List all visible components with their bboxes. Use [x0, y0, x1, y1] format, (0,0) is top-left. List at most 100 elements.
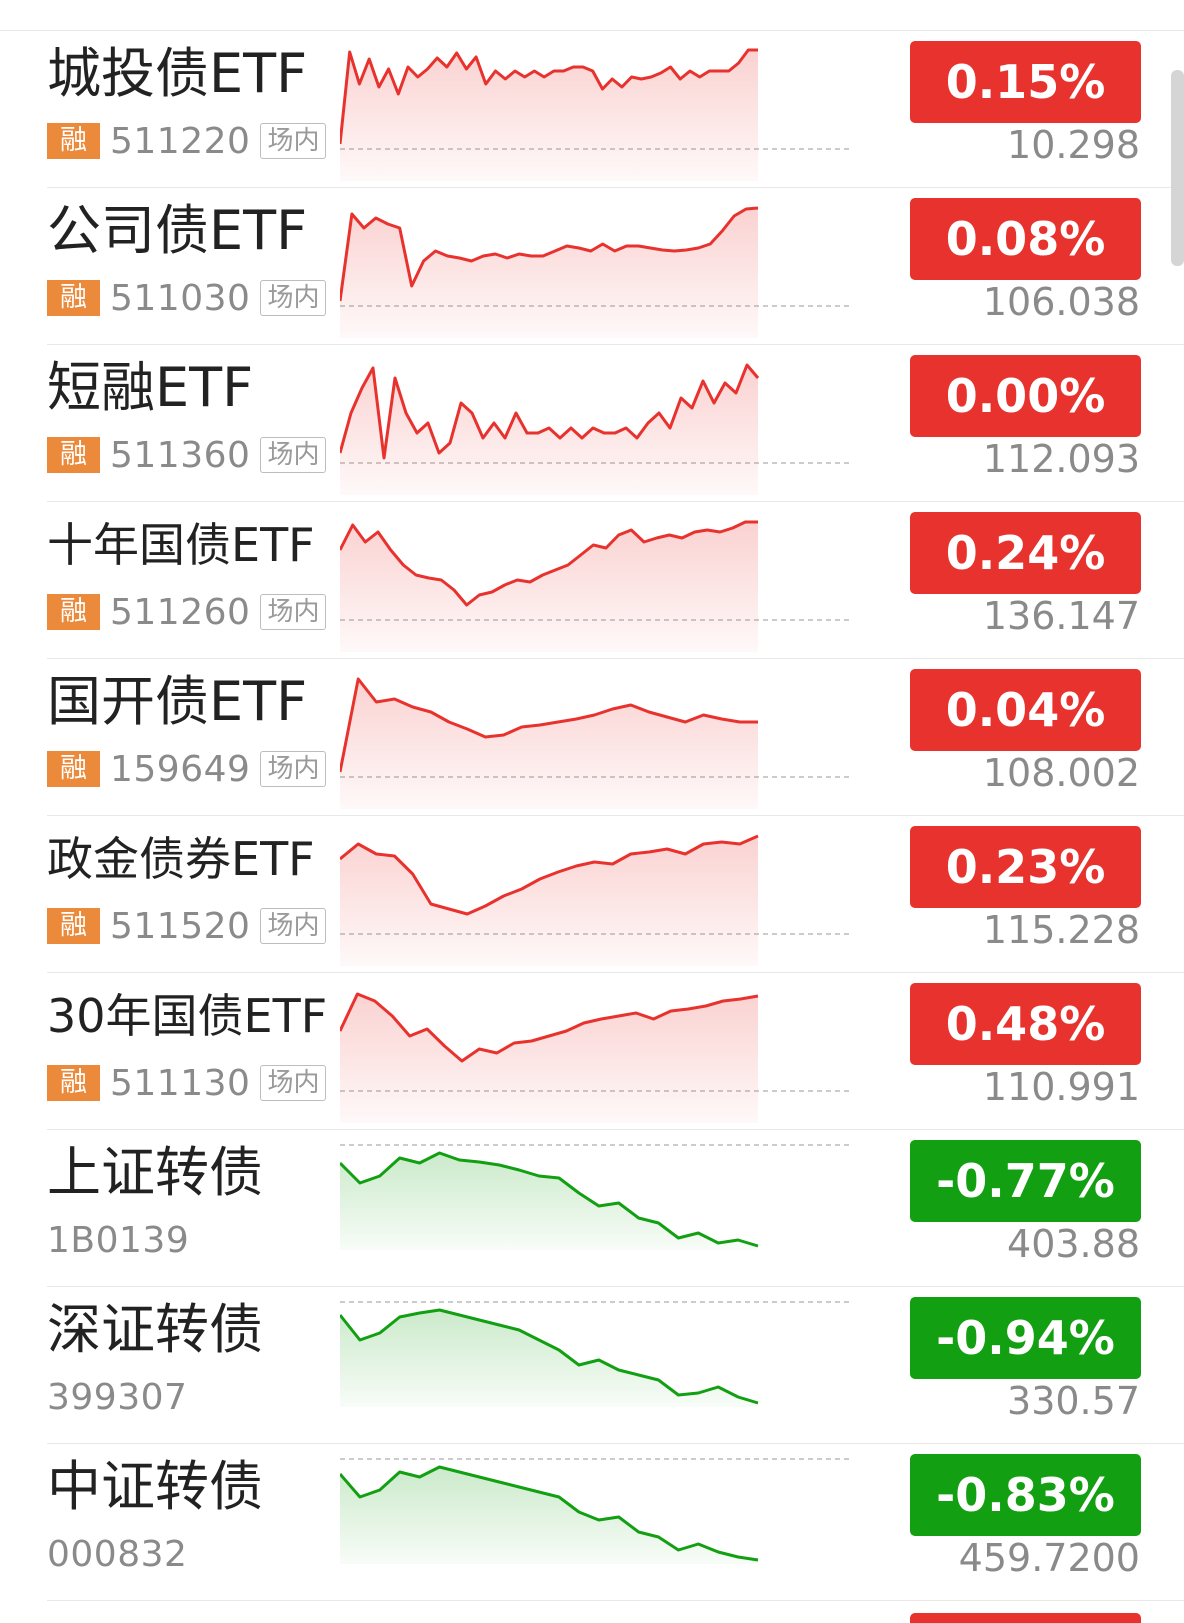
security-name: 城投债ETF: [47, 43, 308, 105]
quote-list[interactable]: 城投债ETF 融 511220 场内 0.15% 10.298 公司债ETF 融 511030 场…: [0, 31, 1184, 1601]
margin-badge: 融: [47, 1065, 100, 1101]
sparkline-area: [340, 994, 758, 1123]
security-code: 399307: [47, 1376, 188, 1418]
quote-row[interactable]: 政金债券ETF 融 511520 场内 0.23% 115.228: [0, 816, 1184, 973]
sparkline-area: [340, 679, 758, 809]
margin-badge: 融: [47, 123, 100, 159]
quote-row[interactable]: 上证转债 1B0139 -0.77% 403.88: [0, 1130, 1184, 1287]
sparkline-line: [340, 677, 758, 773]
security-code: 511520: [110, 905, 251, 947]
sparkline-area: [340, 208, 758, 338]
margin-badge: 融: [47, 751, 100, 787]
change-percent-badge[interactable]: 0.24%: [910, 512, 1141, 594]
venue-tag: 场内: [260, 594, 327, 630]
top-divider: [0, 30, 1184, 31]
margin-badge: 融: [47, 280, 100, 316]
security-meta: 融 511030 场内: [47, 277, 327, 319]
next-row-partial: [0, 1601, 1184, 1623]
sparkline-area: [340, 836, 758, 966]
change-percent-badge[interactable]: 0.15%: [910, 41, 1141, 123]
intraday-sparkline: [340, 48, 852, 181]
venue-tag: 场内: [260, 751, 327, 787]
security-code: 511130: [110, 1062, 251, 1104]
last-price: 112.093: [982, 437, 1140, 481]
sparkline-line: [340, 992, 759, 1063]
security-name: 上证转债: [47, 1142, 263, 1204]
margin-badge: 融: [47, 437, 100, 473]
intraday-sparkline: [340, 1144, 852, 1250]
sparkline-area: [340, 1467, 758, 1564]
security-meta: 融 511130 场内: [47, 1062, 327, 1104]
security-name: 国开债ETF: [47, 671, 308, 733]
sparkline-line: [340, 1308, 759, 1405]
intraday-sparkline: [340, 677, 852, 809]
security-meta: 融 159649 场内: [47, 749, 327, 790]
sparkline-area: [340, 1310, 758, 1407]
change-percent-badge[interactable]: -0.83%: [910, 1454, 1141, 1536]
sparkline-area: [340, 1153, 758, 1250]
change-percent-badge[interactable]: 0.23%: [910, 826, 1141, 908]
venue-tag: 场内: [260, 1065, 327, 1101]
sparkline-line: [340, 1151, 759, 1248]
sparkline-area: [340, 50, 758, 181]
sparkline-line: [340, 206, 759, 302]
change-percent-badge[interactable]: 0.08%: [910, 198, 1141, 280]
sparkline-line: [340, 48, 758, 145]
quote-row[interactable]: 国开债ETF 融 159649 场内 0.04% 108.002: [0, 659, 1184, 816]
security-name: 30年国债ETF: [47, 989, 328, 1043]
venue-tag: 场内: [260, 123, 327, 159]
security-name: 十年国债ETF: [47, 518, 315, 572]
security-name: 公司债ETF: [47, 200, 308, 262]
venue-tag: 场内: [260, 437, 327, 473]
change-percent-badge[interactable]: 0.04%: [910, 669, 1141, 751]
security-code: 1B0139: [47, 1219, 190, 1261]
security-meta: 000832: [47, 1534, 187, 1575]
last-price: 459.7200: [958, 1536, 1140, 1580]
security-code: 511030: [110, 277, 251, 319]
security-code: 511360: [110, 434, 251, 476]
quote-row[interactable]: 短融ETF 融 511360 场内 0.00% 112.093: [0, 345, 1184, 502]
security-meta: 融 511360 场内: [47, 434, 327, 476]
security-meta: 融 511520 场内: [47, 905, 327, 947]
quote-row[interactable]: 深证转债 399307 -0.94% 330.57: [0, 1287, 1184, 1444]
change-percent-badge[interactable]: -0.94%: [910, 1297, 1141, 1379]
quote-row[interactable]: 城投债ETF 融 511220 场内 0.15% 10.298: [0, 31, 1184, 188]
security-meta: 1B0139: [47, 1219, 190, 1261]
venue-tag: 场内: [260, 908, 327, 944]
last-price: 403.88: [1007, 1222, 1140, 1266]
security-meta: 融 511260 场内: [47, 592, 327, 633]
intraday-sparkline: [340, 834, 852, 966]
change-percent-badge[interactable]: 0.48%: [910, 983, 1141, 1065]
sparkline-area: [340, 522, 758, 652]
security-name: 政金债券ETF: [47, 832, 315, 886]
change-percent-badge[interactable]: -0.77%: [910, 1140, 1141, 1222]
intraday-sparkline: [340, 520, 852, 652]
intraday-sparkline: [340, 206, 852, 338]
sparkline-line: [340, 520, 758, 607]
security-name: 深证转债: [47, 1299, 263, 1361]
margin-badge: 融: [47, 594, 100, 630]
intraday-sparkline: [340, 363, 852, 495]
intraday-sparkline: [340, 992, 852, 1123]
quote-row[interactable]: 十年国债ETF 融 511260 场内 0.24% 136.147: [0, 502, 1184, 659]
sparkline-line: [340, 834, 759, 916]
change-percent-badge[interactable]: 0.00%: [910, 355, 1141, 437]
last-price: 10.298: [1007, 123, 1140, 167]
last-price: 110.991: [982, 1065, 1140, 1109]
security-name: 中证转债: [47, 1456, 263, 1518]
security-name: 短融ETF: [47, 357, 254, 419]
security-meta: 399307: [47, 1376, 188, 1418]
quote-row[interactable]: 公司债ETF 融 511030 场内 0.08% 106.038: [0, 188, 1184, 345]
margin-badge: 融: [47, 908, 100, 944]
last-price: 330.57: [1007, 1379, 1140, 1423]
intraday-sparkline: [340, 1458, 852, 1564]
scrollbar[interactable]: [1171, 70, 1184, 266]
sparkline-line: [340, 1465, 759, 1562]
intraday-sparkline: [340, 1301, 852, 1407]
quote-row[interactable]: 中证转债 000832 -0.83% 459.7200: [0, 1444, 1184, 1601]
venue-tag: 场内: [260, 280, 327, 316]
last-price: 106.038: [982, 280, 1140, 324]
quote-row[interactable]: 30年国债ETF 融 511130 场内 0.48% 110.991: [0, 973, 1184, 1130]
last-price: 108.002: [982, 751, 1140, 795]
security-meta: 融 511220 场内: [47, 121, 327, 162]
